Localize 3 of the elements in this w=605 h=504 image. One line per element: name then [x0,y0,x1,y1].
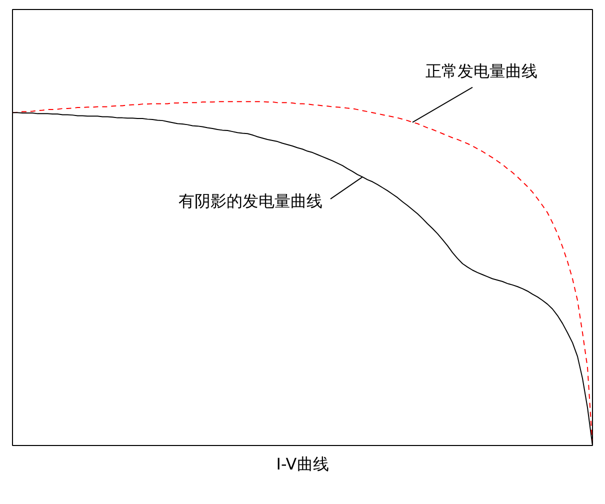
text: I-V曲线 [276,454,329,474]
series-label: 有阴影的发电量曲线 [178,191,322,210]
text: 正常发电量曲线 [426,61,538,80]
